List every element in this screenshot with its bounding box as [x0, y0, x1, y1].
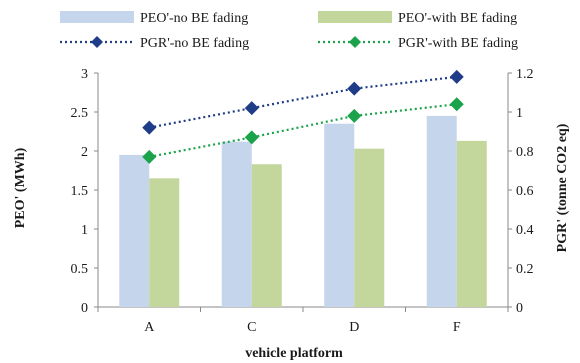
left-y-tick-label: 1.5: [71, 184, 89, 199]
left-y-tick-label: 1: [81, 223, 88, 238]
data-point: [142, 149, 157, 164]
left-y-tick-label: 2: [81, 145, 88, 160]
axes: 0 0.5 1 1.5 2 2.5 3 0 0.2 0.4 0.6 0.8 1 1.2 A C D F: [71, 67, 534, 335]
left-y-tick-label: 3: [81, 67, 88, 82]
left-y-axis-title: PEO' (MWh): [13, 147, 28, 228]
right-y-tick-label: 0: [516, 301, 523, 316]
data-point: [347, 108, 362, 123]
series-line: [149, 103, 457, 158]
data-point: [449, 69, 464, 84]
legend-label: PGR'-with BE fading: [398, 36, 518, 51]
bar: [119, 154, 150, 307]
bar: [456, 140, 487, 307]
x-axis-title: vehicle platform: [245, 346, 343, 361]
bar: [426, 115, 457, 308]
right-y-tick-label: 1.2: [516, 67, 534, 82]
data-point: [349, 36, 361, 48]
x-tick-label: A: [144, 320, 155, 335]
right-y-tick-label: 0.2: [516, 262, 534, 277]
right-y-tick-label: 0.4: [516, 223, 534, 238]
bars: [119, 115, 487, 308]
legend-item: PGR'-with BE fading: [318, 36, 518, 51]
x-tick-label: C: [247, 320, 256, 335]
legend-swatch: [318, 11, 392, 23]
bar: [251, 164, 282, 307]
right-y-tick-label: 1: [516, 106, 523, 121]
data-point: [449, 97, 464, 112]
x-tick-label: D: [349, 320, 359, 335]
line-series: [142, 97, 464, 164]
legend-item: PEO'-with BE fading: [318, 11, 517, 26]
legend-label: PGR'-no BE fading: [140, 36, 249, 51]
data-point: [244, 101, 259, 116]
left-y-tick-label: 0: [81, 301, 88, 316]
data-point: [142, 120, 157, 135]
bar: [354, 148, 385, 307]
data-point: [347, 81, 362, 96]
data-point: [244, 130, 259, 145]
bar-series: [119, 115, 457, 308]
bar-series: [149, 140, 487, 307]
legend-item: PEO'-no BE fading: [60, 11, 248, 26]
left-y-tick-label: 2.5: [71, 106, 89, 121]
bar: [221, 141, 252, 307]
legend-swatch: [60, 11, 134, 23]
right-y-axis-title: PGR' (tonne CO2 eq): [555, 123, 570, 252]
data-point: [91, 36, 103, 48]
left-y-tick-label: 0.5: [71, 262, 89, 277]
legend-item: PGR'-no BE fading: [60, 36, 249, 51]
legend-label: PEO'-no BE fading: [140, 11, 248, 26]
series-line: [149, 75, 457, 129]
legend: PEO'-no BE fading PEO'-with BE fading PGR'…: [60, 11, 518, 51]
bar: [324, 123, 355, 307]
line-series: [142, 69, 464, 135]
bar: [149, 178, 180, 307]
right-y-tick-label: 0.8: [516, 145, 534, 160]
lines: [142, 69, 464, 164]
legend-label: PEO'-with BE fading: [398, 11, 517, 26]
x-tick-label: F: [453, 320, 461, 335]
right-y-tick-label: 0.6: [516, 184, 534, 199]
